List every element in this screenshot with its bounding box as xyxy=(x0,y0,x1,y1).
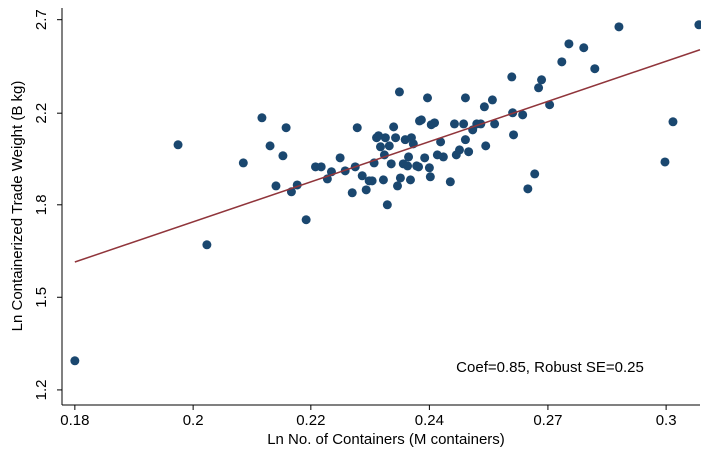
point xyxy=(257,113,267,123)
point xyxy=(393,181,403,191)
point xyxy=(694,20,701,30)
point xyxy=(394,87,404,97)
point xyxy=(416,115,426,125)
point xyxy=(490,119,500,129)
y-tick-label: 2.2 xyxy=(33,103,50,124)
fit-line xyxy=(74,49,701,263)
point xyxy=(391,133,401,143)
point xyxy=(425,172,435,182)
y-axis-label: Ln Containerized Trade Weight (B kg) xyxy=(9,81,26,332)
point xyxy=(509,130,519,140)
point xyxy=(590,64,600,74)
point xyxy=(414,162,424,172)
point xyxy=(271,181,281,191)
point xyxy=(395,173,405,183)
point xyxy=(614,22,624,32)
y-tick-label: 2.7 xyxy=(33,9,50,30)
point xyxy=(537,75,547,85)
x-axis-label: Ln No. of Containers (M containers) xyxy=(267,431,505,448)
y-tick-label: 1.8 xyxy=(33,194,50,215)
point xyxy=(389,122,399,132)
point xyxy=(420,153,430,163)
point xyxy=(660,157,670,167)
point xyxy=(265,141,275,151)
point xyxy=(374,131,384,141)
point xyxy=(424,163,434,173)
point xyxy=(347,188,357,198)
point xyxy=(455,145,465,155)
point xyxy=(579,43,589,53)
point xyxy=(423,93,433,103)
point xyxy=(278,151,288,161)
point xyxy=(384,141,394,151)
point xyxy=(479,102,489,112)
point xyxy=(281,123,291,133)
point xyxy=(534,83,544,93)
point xyxy=(445,177,455,187)
point xyxy=(507,72,517,82)
point xyxy=(438,152,448,162)
x-tick-label: 0.3 xyxy=(656,412,677,429)
point xyxy=(352,123,362,133)
y-tick-label: 1.2 xyxy=(33,379,50,400)
point xyxy=(460,135,470,145)
point xyxy=(530,169,540,179)
point xyxy=(301,215,311,225)
point xyxy=(202,240,212,250)
point xyxy=(403,161,413,171)
point xyxy=(523,184,533,194)
x-tick-label: 0.22 xyxy=(296,412,325,429)
point xyxy=(378,175,388,185)
point xyxy=(404,152,414,162)
x-tick-label: 0.2 xyxy=(183,412,204,429)
point xyxy=(405,175,415,185)
point xyxy=(386,159,396,169)
point xyxy=(460,93,470,103)
x-tick-label: 0.18 xyxy=(60,412,89,429)
point xyxy=(518,110,528,120)
point xyxy=(487,95,497,105)
point xyxy=(436,137,446,147)
point xyxy=(464,147,474,157)
point xyxy=(449,119,459,129)
point xyxy=(459,119,469,129)
point xyxy=(173,140,183,150)
point xyxy=(316,162,326,172)
x-tick-label: 0.24 xyxy=(415,412,444,429)
y-tick-label: 1.5 xyxy=(33,287,50,308)
x-tick-label: 0.27 xyxy=(533,412,562,429)
point xyxy=(557,57,567,67)
annotation: Coef=0.85, Robust SE=0.25 xyxy=(456,359,644,376)
point xyxy=(668,117,678,127)
point xyxy=(361,185,371,195)
point xyxy=(335,153,345,163)
point xyxy=(375,142,385,152)
point xyxy=(380,133,390,143)
point xyxy=(430,118,440,128)
point xyxy=(70,356,80,366)
point xyxy=(382,200,392,210)
point xyxy=(564,39,574,49)
point xyxy=(367,176,377,186)
point xyxy=(481,141,491,151)
point xyxy=(238,158,248,168)
point xyxy=(357,171,367,181)
point xyxy=(545,100,555,110)
